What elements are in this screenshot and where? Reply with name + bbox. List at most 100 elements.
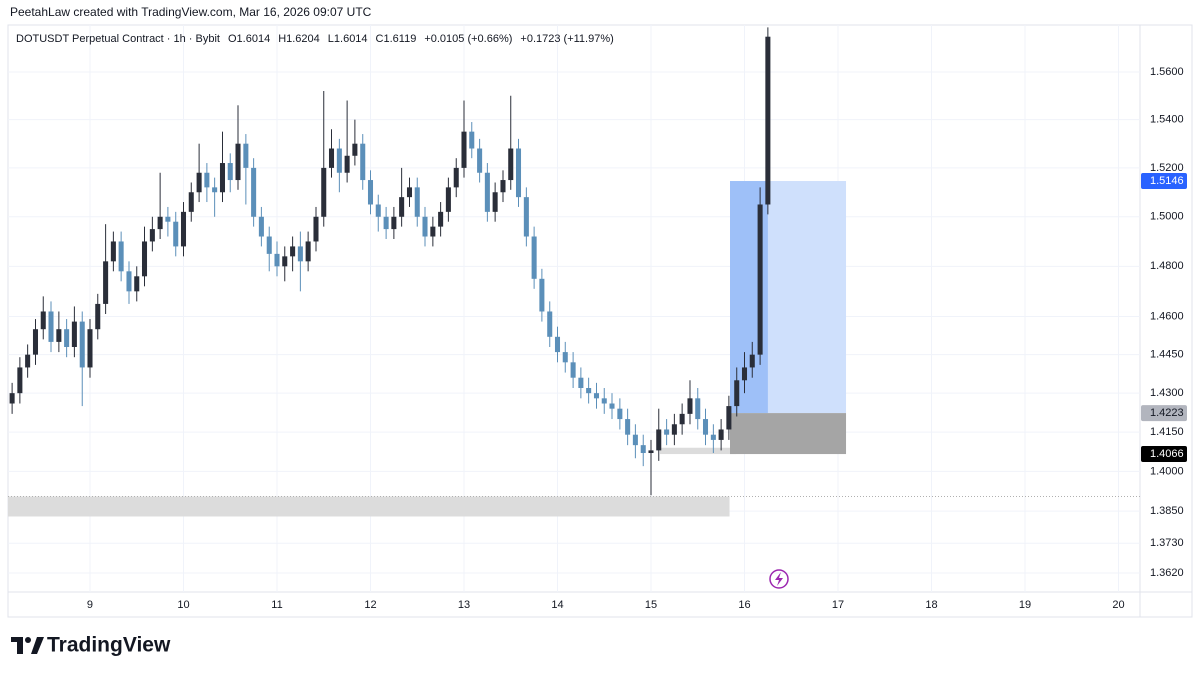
candle-body	[562, 352, 568, 363]
candle-body	[219, 163, 226, 193]
alert-bolt	[775, 572, 783, 586]
candle-body	[469, 131, 475, 149]
candle-body	[134, 276, 140, 292]
x-tick-label: 17	[832, 599, 844, 611]
candle-body	[422, 216, 428, 237]
candle-body	[539, 278, 545, 312]
candle-body	[609, 403, 615, 409]
candle-body	[32, 329, 39, 355]
candle-body	[687, 398, 693, 414]
logo: TradingView	[11, 634, 171, 657]
candle-body	[360, 143, 366, 181]
candle-body	[367, 180, 374, 205]
candle-body	[235, 143, 241, 181]
candle-body	[141, 241, 148, 277]
candle-body	[212, 187, 218, 193]
zones	[8, 181, 1140, 517]
candle-body	[274, 253, 280, 267]
candle-body	[399, 197, 405, 217]
candle-body	[258, 216, 264, 237]
logo-v	[31, 637, 44, 654]
x-tick-label: 12	[364, 599, 376, 611]
candle-body	[492, 192, 498, 212]
legend-change: +0.0105 (+0.66%)	[424, 33, 512, 45]
candle-body	[165, 216, 171, 222]
candle-body	[243, 143, 249, 168]
zone	[659, 447, 736, 455]
candle-body	[126, 271, 132, 292]
x-tick-label: 14	[551, 599, 563, 611]
candle-body	[554, 336, 561, 353]
candle-body	[344, 155, 350, 173]
symbol: DOTUSDT Perpetual Contract · 1h · Bybit	[16, 33, 220, 45]
candle-body	[204, 172, 210, 188]
logo-dot	[25, 637, 31, 643]
zone	[8, 496, 730, 517]
candle-body	[375, 204, 381, 217]
legend-close: C1.6119	[376, 33, 417, 45]
candles	[9, 27, 771, 496]
y-tick-label: 1.3620	[1150, 567, 1184, 579]
candle-body	[227, 163, 233, 181]
candle-body	[702, 419, 709, 435]
candle-body	[180, 211, 187, 247]
candle-body	[617, 408, 623, 420]
candle-body	[56, 329, 62, 342]
price-badge	[1141, 405, 1187, 422]
legend-low: L1.6014	[328, 33, 368, 45]
candle-body	[173, 221, 179, 247]
y-tick-label: 1.4450	[1150, 349, 1184, 361]
chart-frame	[7, 24, 1193, 618]
price-badge	[1141, 173, 1187, 190]
candle-body	[461, 131, 467, 168]
candle-body	[515, 148, 522, 198]
alert-icon[interactable]	[769, 569, 789, 589]
candle-body	[570, 362, 576, 378]
legend-open: O1.6014	[228, 33, 270, 45]
candle-body	[671, 424, 677, 435]
candle-body	[765, 36, 771, 205]
x-tick-label: 16	[738, 599, 750, 611]
y-tick-label: 1.4300	[1150, 387, 1184, 399]
x-tick-label: 11	[271, 599, 282, 611]
candle-body	[25, 354, 31, 368]
candle-body	[17, 367, 23, 394]
x-tick-label: 20	[1112, 599, 1124, 611]
candle-body	[9, 393, 15, 404]
price-badge-label: 1.4066	[1150, 448, 1184, 460]
candle-body	[640, 445, 646, 454]
candle-body	[726, 406, 732, 430]
y-tick-label: 1.5400	[1150, 114, 1184, 126]
candle-body	[593, 393, 600, 399]
candle-body	[95, 303, 101, 330]
candle-body	[297, 246, 303, 262]
y-tick-label: 1.5000	[1150, 211, 1184, 223]
candle-body	[71, 321, 77, 347]
candle-body	[664, 429, 670, 435]
price-badge-label: 1.4223	[1150, 407, 1184, 419]
candle-body	[157, 216, 163, 230]
x-tick-label: 19	[1019, 599, 1031, 611]
candle-body	[110, 241, 116, 262]
candle-body	[445, 187, 451, 212]
loss-zone	[730, 413, 847, 455]
candle-body	[313, 216, 319, 242]
candle-body	[266, 236, 272, 254]
candle-body	[741, 367, 748, 381]
y-tick-label: 1.4600	[1150, 310, 1184, 322]
candle-body	[695, 398, 701, 420]
candle-body	[625, 419, 631, 435]
candle-body	[64, 329, 70, 347]
x-tick-label: 15	[645, 599, 657, 611]
y-tick-label: 1.5200	[1150, 162, 1184, 174]
candle-body	[710, 434, 716, 440]
candle-body	[321, 167, 327, 217]
candle-body	[500, 180, 506, 193]
x-tick-label: 9	[87, 599, 93, 611]
candle-body	[734, 380, 740, 407]
y-tick-label: 1.4000	[1150, 465, 1184, 477]
candle-body	[188, 192, 194, 212]
candle-body	[648, 450, 654, 454]
candle-body	[438, 211, 444, 227]
